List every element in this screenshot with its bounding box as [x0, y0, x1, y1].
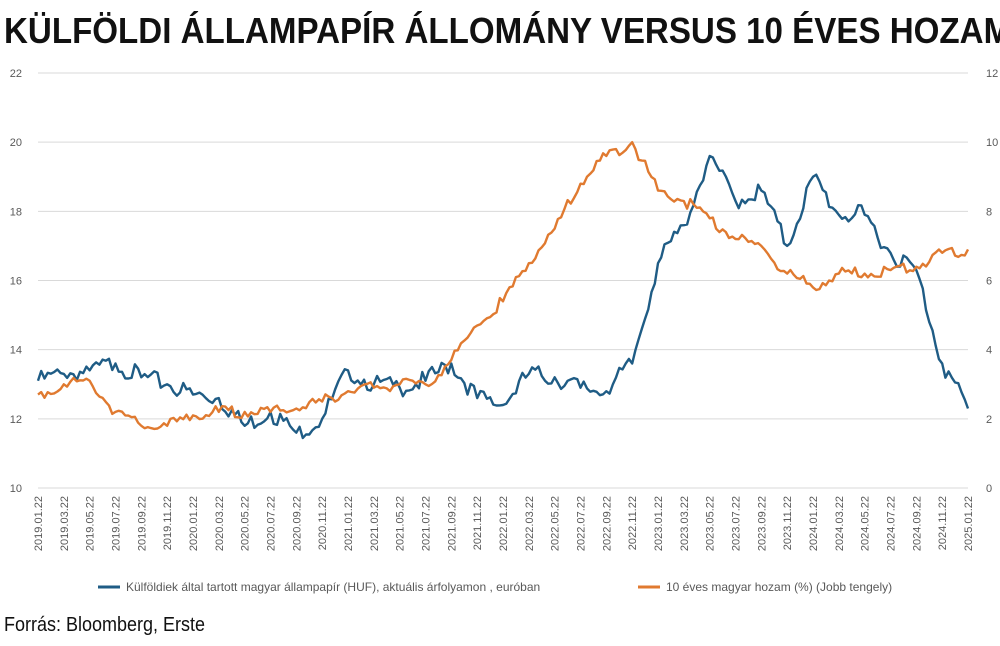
- x-tick-label: 2024.03.22: [834, 496, 846, 551]
- x-tick-label: 2019.05.22: [85, 496, 97, 551]
- y-left-tick-label: 22: [10, 68, 22, 80]
- x-tick-label: 2025.01.22: [963, 496, 975, 551]
- x-tick-label: 2023.11.22: [782, 496, 794, 550]
- x-tick-label: 2021.05.22: [395, 496, 407, 551]
- x-tick-label: 2020.03.22: [214, 496, 226, 551]
- source-note: Forrás: Bloomberg, Erste: [4, 614, 206, 636]
- x-tick-label: 2020.09.22: [291, 496, 303, 551]
- x-tick-label: 2020.11.22: [317, 496, 329, 550]
- x-tick-label: 2021.07.22: [421, 496, 433, 551]
- y-left-tick-label: 16: [10, 276, 22, 288]
- y-right-tick-label: 6: [986, 276, 992, 288]
- legend-label: 10 éves magyar hozam (%) (Jobb tengely): [666, 580, 892, 594]
- x-tick-label: 2023.09.22: [756, 496, 768, 551]
- x-tick-label: 2024.07.22: [886, 496, 898, 551]
- x-tick-label: 2023.03.22: [679, 496, 691, 551]
- y-right-tick-label: 4: [986, 345, 992, 357]
- line-chart: 10 12 14 16 18 20 22 0 2 4 6 8 10 12 2019.01.22 2019.03…: [10, 68, 999, 594]
- x-tick-label: 2019.09.22: [136, 496, 148, 551]
- x-tick-label: 2023.05.22: [705, 496, 717, 551]
- y-left-tick-label: 20: [10, 137, 22, 149]
- x-tick-label: 2022.11.22: [627, 496, 639, 550]
- x-tick-label: 2019.07.22: [111, 496, 123, 551]
- x-tick-label: 2024.05.22: [860, 496, 872, 551]
- y-right-tick-label: 2: [986, 414, 992, 426]
- x-tick-label: 2021.03.22: [369, 496, 381, 551]
- x-tick-label: 2020.05.22: [240, 496, 252, 551]
- x-tick-label: 2021.09.22: [446, 496, 458, 551]
- y-left-tick-label: 14: [10, 345, 22, 357]
- x-tick-label: 2022.09.22: [601, 496, 613, 551]
- x-tick-label: 2022.03.22: [524, 496, 536, 551]
- x-tick-label: 2022.01.22: [498, 496, 510, 551]
- series-line: [37, 141, 970, 431]
- x-tick-label: 2024.01.22: [808, 496, 820, 551]
- x-tick-label: 2021.11.22: [472, 496, 484, 550]
- x-tick-label: 2020.07.22: [266, 496, 278, 551]
- x-tick-label: 2021.01.22: [343, 496, 355, 551]
- y-right-tick-label: 8: [986, 206, 992, 218]
- series-line: [36, 154, 970, 440]
- y-left-tick-label: 12: [10, 414, 22, 426]
- y-left-tick-label: 18: [10, 206, 22, 218]
- y-right-tick-label: 10: [986, 137, 998, 149]
- x-tick-label: 2019.03.22: [59, 496, 71, 551]
- y-right-tick-label: 0: [986, 483, 992, 495]
- legend-label: Külföldiek által tartott magyar állampap…: [126, 580, 540, 594]
- x-tick-label: 2024.09.22: [911, 496, 923, 551]
- x-tick-label: 2022.05.22: [550, 496, 562, 551]
- x-tick-label: 2019.11.22: [162, 496, 174, 550]
- x-tick-label: 2019.01.22: [33, 496, 45, 551]
- x-tick-label: 2023.07.22: [731, 496, 743, 551]
- x-tick-label: 2023.01.22: [653, 496, 665, 551]
- x-tick-label: 2024.11.22: [937, 496, 949, 550]
- x-tick-label: 2022.07.22: [576, 496, 588, 551]
- y-right-tick-label: 12: [986, 68, 998, 80]
- y-left-tick-label: 10: [10, 483, 22, 495]
- chart-title: KÜLFÖLDI ÁLLAMPAPÍR ÁLLOMÁNY VERSUS 10 É…: [4, 10, 1000, 51]
- x-tick-label: 2020.01.22: [188, 496, 200, 551]
